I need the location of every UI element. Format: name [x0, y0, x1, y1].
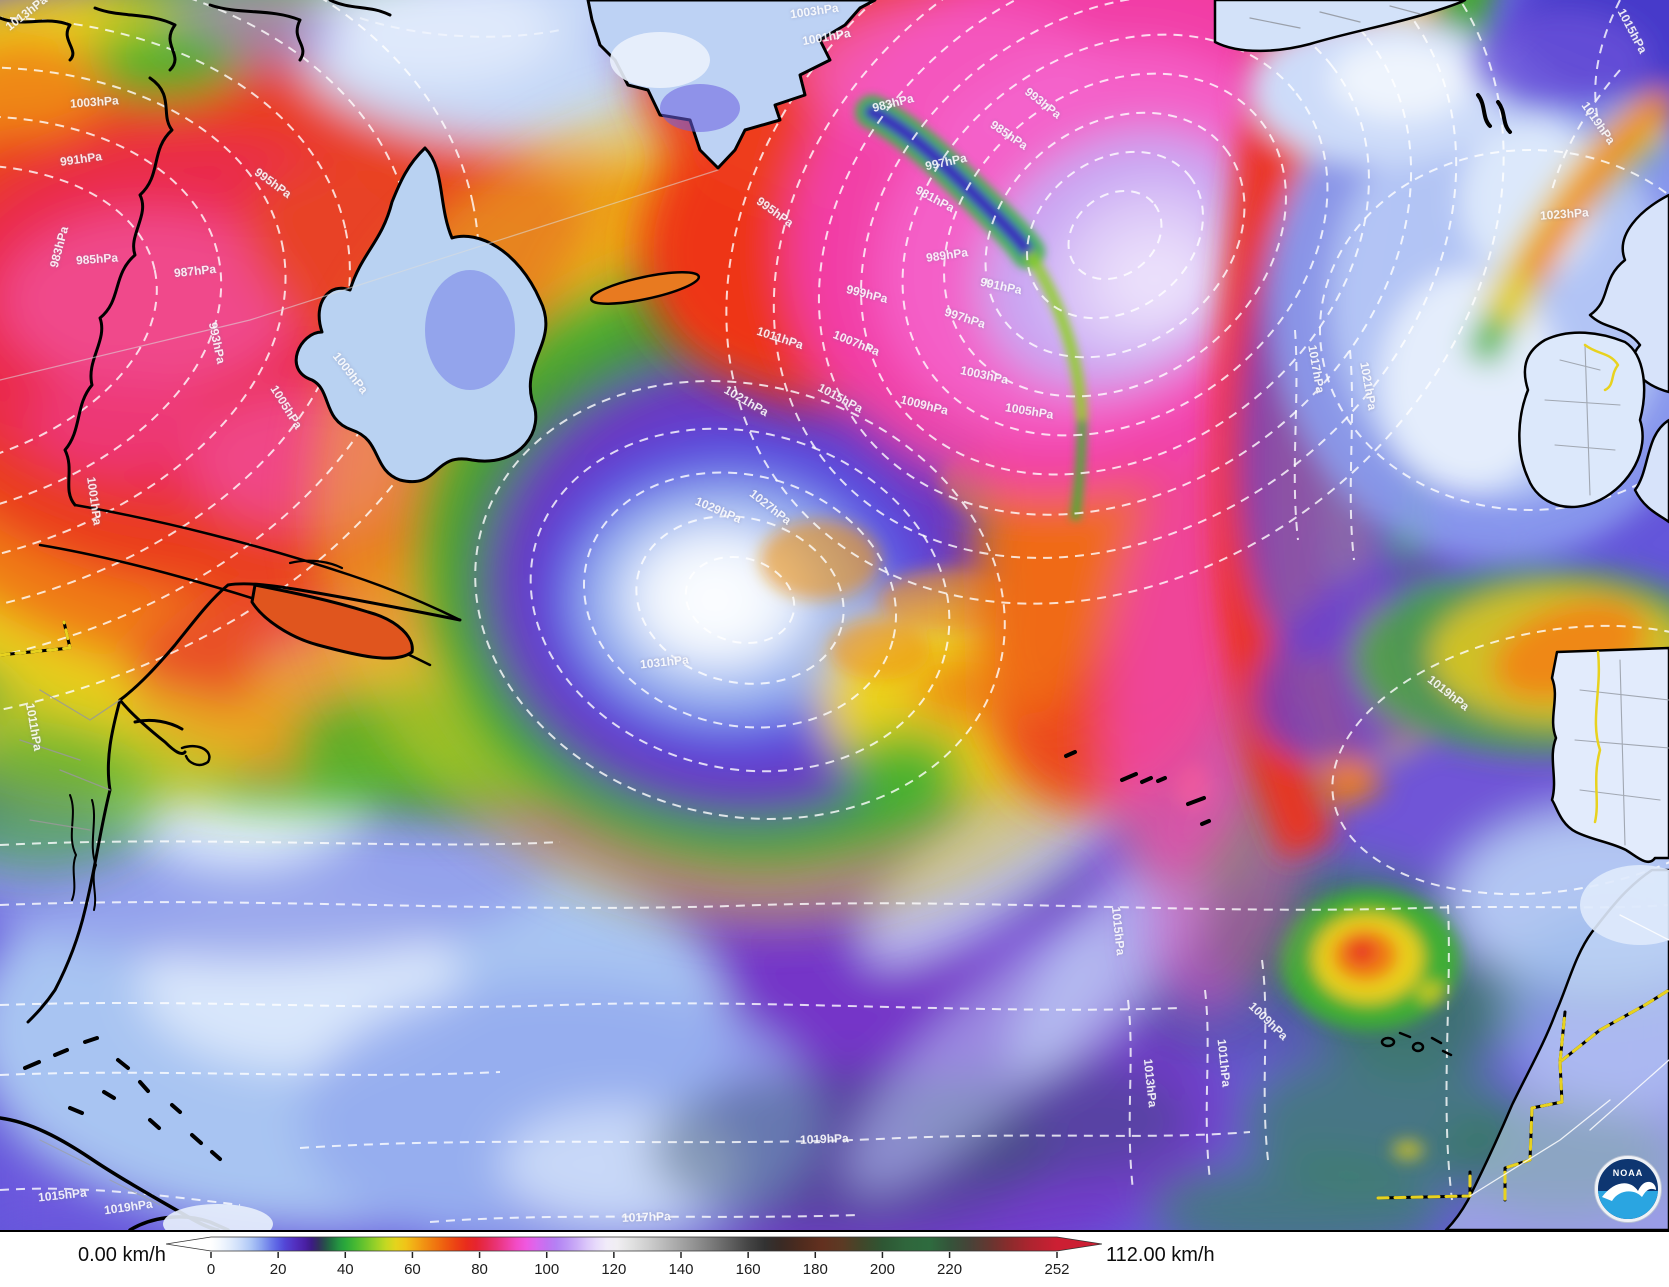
weather-map-canvas[interactable]: 1013hPa 1003hPa 991hPa 995hPa 985hPa 987hPa 98… — [0, 0, 1669, 1232]
noaa-logo: NOAA — [1595, 1156, 1661, 1222]
colorbar-tick-label: 20 — [269, 1261, 287, 1278]
colorbar-tick-label: 220 — [937, 1261, 963, 1278]
colorbar-tick-label: 200 — [869, 1261, 895, 1278]
coastlines — [0, 0, 1669, 1230]
colorbar-tick-label: 80 — [471, 1261, 488, 1278]
legend-max-label: 112.00 km/h — [1106, 1244, 1215, 1266]
wind-field-graphic — [0, 0, 1669, 1230]
colorbar-tick-label: 40 — [336, 1261, 354, 1278]
legend-bar: 0.00 km/h 112.00 km/h ZIELIŃSKI ROBERT H… — [0, 1232, 1669, 1287]
colorbar-tick-label: 180 — [802, 1261, 828, 1278]
legend-min-label: 0.00 km/h — [78, 1244, 166, 1266]
colorbar-tick-label: 0 — [206, 1261, 216, 1278]
wind-field-front — [855, 95, 1088, 521]
noaa-seagull-icon — [1602, 1181, 1656, 1201]
colorbar-tick-label: 100 — [534, 1261, 560, 1278]
colorbar-tick-label: 120 — [601, 1261, 627, 1278]
colorbar-tick-label: 140 — [668, 1261, 694, 1278]
wind-speed-colorbar — [166, 1236, 1102, 1258]
colorbar-tick-label: 60 — [404, 1261, 421, 1278]
noaa-logo-text: NOAA — [1612, 1168, 1644, 1178]
colorbar-tick-label: 160 — [735, 1261, 761, 1278]
colorbar-tick-label: 252 — [1044, 1261, 1070, 1278]
